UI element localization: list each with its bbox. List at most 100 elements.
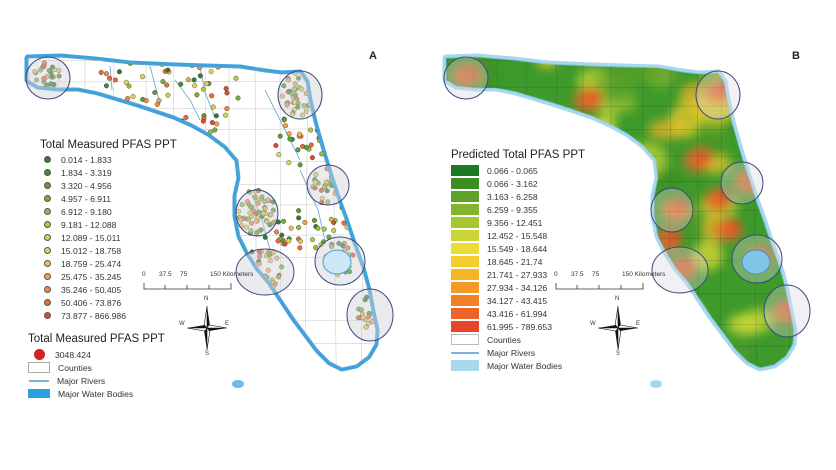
legend-class-row: 1.834 - 3.319 — [40, 166, 177, 179]
legend-class-row: 15.012 - 18.758 — [40, 244, 177, 257]
sample-site-dot — [284, 102, 290, 108]
sample-site-dot — [273, 229, 279, 235]
sample-site-dot — [266, 252, 272, 258]
heat-blob — [726, 313, 763, 337]
legend-class-symbol — [451, 204, 479, 215]
legend-title-predicted: Predicted Total PFAS PPT — [451, 149, 586, 161]
sample-site-dot — [276, 274, 282, 280]
legend-class-symbol — [44, 299, 51, 306]
offshore-water-body — [232, 380, 244, 388]
legend-class-symbol — [451, 308, 479, 319]
heat-hotspot-core — [727, 220, 741, 232]
legend-class-row: 12.089 - 15.011 — [40, 231, 177, 244]
sample-site-dot — [103, 83, 109, 89]
sample-site-dot — [363, 324, 369, 330]
sample-site-dot — [126, 83, 132, 89]
sample-site-dot — [303, 108, 309, 114]
sample-site-dot — [245, 199, 251, 205]
sample-site-dot — [132, 42, 137, 47]
sample-site-dot — [275, 238, 281, 244]
sample-site-dot — [200, 86, 206, 92]
legend-counties-row: Counties — [451, 333, 585, 346]
sample-site-dot — [112, 77, 118, 83]
sample-site-dot — [279, 232, 285, 238]
sample-site-dot — [194, 92, 200, 98]
river-line — [149, 65, 161, 105]
heat-blob — [747, 60, 774, 78]
sample-site-dot — [309, 155, 315, 161]
north-letter: N — [204, 296, 209, 302]
sample-site-dot — [274, 255, 280, 261]
sample-site-dot — [325, 199, 331, 205]
legend-class-label: 9.356 - 12.451 — [487, 217, 543, 228]
sample-site-dot — [159, 51, 164, 56]
hotspot-circle — [695, 70, 741, 120]
legend-class-label: 50.406 - 73.876 — [61, 297, 122, 308]
legend-water-row: Major Water Bodies — [451, 359, 585, 372]
heat-hotspot-core — [675, 200, 689, 212]
sample-site-dot — [209, 120, 215, 126]
sample-site-dot — [259, 194, 265, 200]
west-letter: W — [590, 321, 596, 327]
legend-class-row: 9.356 - 12.451 — [451, 216, 585, 229]
legend-class-symbol — [451, 295, 479, 306]
north-arrow-b: N S E W — [590, 296, 642, 358]
east-letter: E — [636, 321, 641, 327]
sample-site-dot — [164, 82, 170, 88]
legend-counties-row: Counties — [28, 361, 165, 374]
heat-blob — [669, 101, 704, 138]
counties-swatch — [28, 362, 50, 373]
scale-tick-150: 150 Kilometers — [622, 271, 666, 278]
sample-site-dot — [358, 307, 364, 313]
sample-site-dot — [324, 188, 330, 194]
sample-site-dot — [224, 106, 230, 112]
sample-site-dot — [297, 238, 303, 244]
sample-site-dot — [140, 74, 146, 80]
sample-site-dot — [191, 46, 196, 51]
legend-class-row: 18.759 - 25.474 — [40, 257, 177, 270]
sample-site-dot — [315, 225, 321, 231]
sample-site-dot — [313, 245, 319, 251]
heat-hotspot-core — [717, 190, 731, 202]
water-label: Major Water Bodies — [58, 388, 134, 399]
hotspot-circle — [720, 161, 764, 205]
sample-site-dot — [277, 133, 283, 139]
east-letter: E — [225, 321, 230, 327]
water-label: Major Water Bodies — [487, 360, 563, 371]
sample-site-dot — [208, 69, 214, 75]
legend-class-label: 15.549 - 18.644 — [487, 243, 548, 254]
sample-site-dot — [160, 79, 166, 85]
max-value-symbol — [34, 349, 45, 360]
sample-site-dot — [154, 101, 160, 107]
sample-site-dot — [32, 69, 38, 75]
sample-site-dot — [213, 113, 219, 119]
sample-site-dot — [41, 76, 47, 82]
legend-class-symbol — [451, 191, 479, 202]
legend-class-label: 43.416 - 61.994 — [487, 308, 548, 319]
sample-site-dot — [98, 69, 104, 75]
panel-b-predicted-pfas-map: B Predicted Total PFAS PPT 0.066 - 0.065… — [418, 0, 836, 470]
sample-site-dot — [203, 58, 209, 64]
sample-site-dot — [336, 240, 342, 246]
counties-label: Counties — [487, 334, 521, 345]
sample-site-dot — [331, 227, 337, 233]
sample-site-dot — [233, 75, 239, 81]
sample-site-dot — [268, 212, 274, 218]
water-swatch — [28, 389, 50, 398]
legend-class-row: 15.549 - 18.644 — [451, 242, 585, 255]
heat-hotspot-core — [667, 230, 681, 242]
sample-site-dot — [192, 83, 198, 89]
sample-site-dot — [107, 75, 113, 81]
sample-site-dot — [248, 228, 254, 234]
sample-site-dot — [272, 281, 278, 287]
scale-tick-37: 37.5 — [159, 271, 172, 278]
legend-class-label: 73.877 - 866.986 — [61, 310, 126, 321]
sample-site-dot — [262, 234, 268, 240]
legend-class-symbol — [44, 169, 51, 176]
legend-class-list: 0.014 - 1.833 1.834 - 3.319 3.320 - 4.956 4… — [40, 153, 177, 322]
sample-site-dot — [297, 245, 303, 251]
counties-label: Counties — [58, 362, 92, 373]
sample-site-dot — [340, 243, 346, 249]
hotspot-circle — [443, 56, 489, 100]
legend-class-row: 73.877 - 866.986 — [40, 309, 177, 322]
